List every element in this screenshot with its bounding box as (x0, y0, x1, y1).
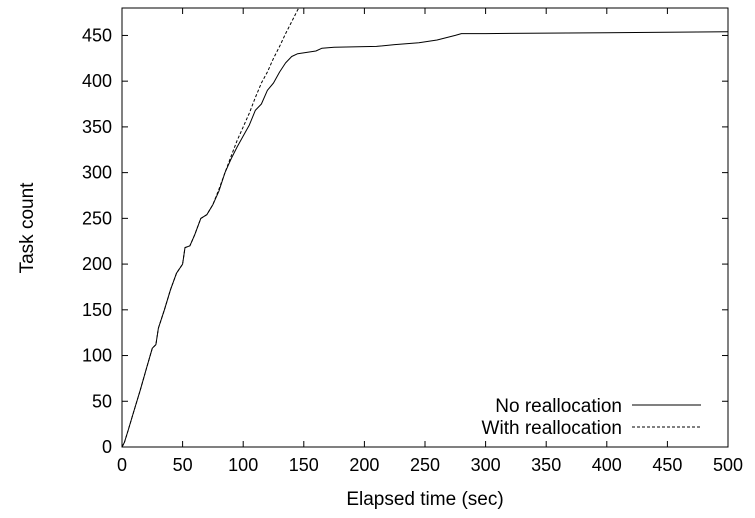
legend: No reallocation With reallocation (482, 396, 701, 439)
y-tick-label: 250 (82, 208, 112, 228)
x-tick-label: 200 (349, 455, 379, 475)
y-tick-label: 400 (82, 71, 112, 91)
y-tick-label: 150 (82, 300, 112, 320)
legend-label-with-reallocation: With reallocation (482, 418, 622, 439)
x-tick-label: 100 (228, 455, 258, 475)
y-tick-label: 300 (82, 163, 112, 183)
x-tick-label: 300 (471, 455, 501, 475)
y-tick-label: 100 (82, 346, 112, 366)
y-tick-label: 350 (82, 117, 112, 137)
ticks: 0 50 100 150 200 250 300 350 400 450 500 0 50 100 150 2… (82, 8, 743, 475)
y-tick-label: 50 (92, 391, 112, 411)
legend-label-no-reallocation: No reallocation (495, 396, 622, 417)
x-tick-label: 150 (289, 455, 319, 475)
y-tick-label: 0 (102, 437, 112, 457)
y-tick-label: 200 (82, 254, 112, 274)
x-tick-label: 350 (531, 455, 561, 475)
y-axis-title: Task count (17, 182, 38, 274)
x-tick-label: 450 (652, 455, 682, 475)
series-line-no-reallocation (121, 31, 729, 448)
x-tick-label: 400 (592, 455, 622, 475)
x-axis-title: Elapsed time (sec) (346, 489, 503, 510)
x-tick-label: 250 (410, 455, 440, 475)
y-tick-label: 450 (82, 25, 112, 45)
series-line-with-reallocation (121, 7, 300, 448)
series-group (121, 7, 729, 448)
x-tick-label: 500 (713, 455, 743, 475)
plot-frame (121, 7, 729, 448)
x-tick-label: 0 (117, 455, 127, 475)
x-tick-label: 50 (173, 455, 193, 475)
